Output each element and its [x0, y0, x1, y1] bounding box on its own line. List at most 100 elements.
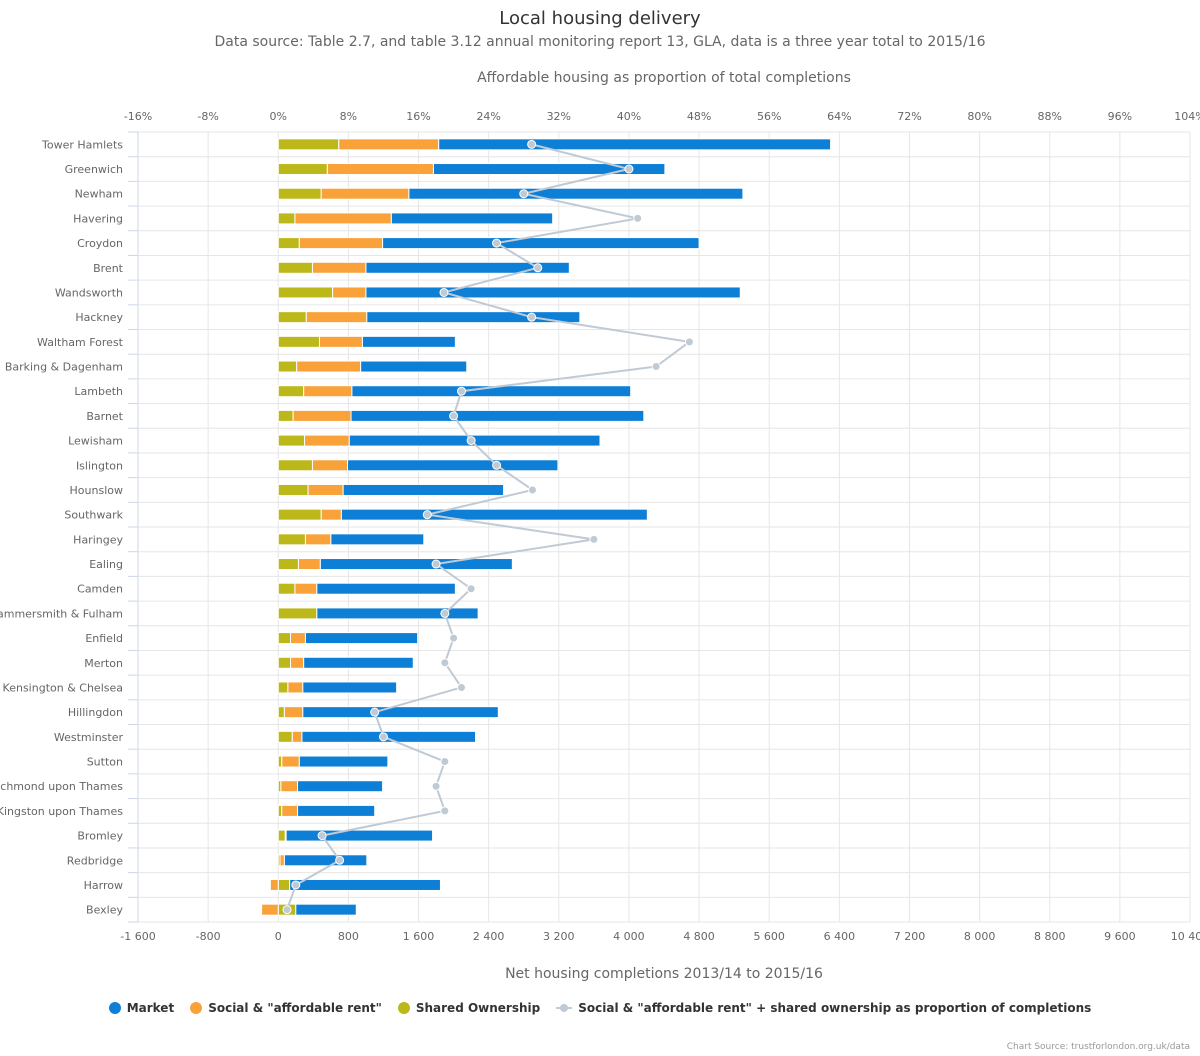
legend-item-market[interactable]: Market	[108, 1001, 174, 1015]
proportion-point	[431, 559, 441, 569]
bar-shared-ownership	[277, 878, 291, 891]
bar-market	[304, 632, 419, 645]
proportion-point	[519, 189, 529, 199]
bar-shared-ownership	[277, 829, 286, 842]
bar-social-affordable-rent	[294, 582, 318, 595]
bar-market	[285, 829, 434, 842]
category-label: Hammersmith & Fulham	[0, 607, 123, 620]
proportion-point	[440, 806, 450, 816]
bar-social-affordable-rent	[311, 261, 367, 274]
bar-social-affordable-rent	[269, 878, 279, 891]
proportion-point	[527, 312, 537, 322]
category-label: Bexley	[86, 904, 123, 917]
proportion-point	[624, 164, 634, 174]
x2-tick-label: 56%	[757, 110, 781, 123]
bar-market	[365, 261, 570, 274]
bar-social-affordable-rent	[290, 656, 305, 669]
bar-market	[351, 385, 632, 398]
category-label: Ealing	[89, 558, 123, 571]
bar-shared-ownership	[277, 656, 292, 669]
x2-tick-label: 8%	[340, 110, 357, 123]
bar-shared-ownership	[277, 286, 334, 299]
x2-tick-label: 0%	[270, 110, 287, 123]
x-tick-label: 4 000	[613, 930, 645, 943]
bar-social-affordable-rent	[304, 533, 332, 546]
bar-market	[330, 533, 425, 546]
category-label: Merton	[84, 657, 123, 670]
bar-shared-ownership	[277, 187, 322, 200]
legend-symbol-shared	[397, 1002, 410, 1014]
bar-market	[432, 163, 666, 176]
bar-market	[438, 138, 832, 151]
proportion-point	[378, 732, 388, 742]
x-tick-label: 10 400	[1171, 930, 1200, 943]
proportion-point	[440, 608, 450, 618]
bar-social-affordable-rent	[304, 434, 350, 447]
proportion-point	[422, 510, 432, 520]
bar-social-affordable-rent	[318, 335, 363, 348]
x2-tick-label: 64%	[827, 110, 851, 123]
x-tick-label: -1 600	[120, 930, 155, 943]
proportion-point	[282, 905, 292, 915]
x-tick-label: 3 200	[543, 930, 575, 943]
bar-shared-ownership	[277, 681, 289, 694]
bar-social-affordable-rent	[303, 385, 353, 398]
category-label: Waltham Forest	[37, 336, 124, 349]
x2-tick-label: 88%	[1038, 110, 1062, 123]
bar-shared-ownership	[277, 163, 328, 176]
category-label: Lewisham	[68, 435, 123, 448]
bar-social-affordable-rent	[292, 409, 352, 422]
bar-social-affordable-rent	[287, 681, 304, 694]
x-tick-label: 8 000	[964, 930, 996, 943]
bar-social-affordable-rent	[326, 163, 434, 176]
category-label: Redbridge	[67, 854, 123, 867]
category-label: Hillingdon	[68, 706, 123, 719]
bar-market	[361, 335, 456, 348]
bar-social-affordable-rent	[297, 558, 321, 571]
bar-shared-ownership	[277, 483, 309, 496]
bar-market	[316, 582, 456, 595]
bar-market	[340, 508, 648, 521]
legend-item-proportion[interactable]: Social & "affordable rent" + shared owne…	[556, 1001, 1091, 1015]
bar-shared-ownership	[277, 582, 296, 595]
bar-social-affordable-rent	[291, 730, 303, 743]
x-tick-label: 1 600	[403, 930, 435, 943]
x-tick-label: 4 800	[683, 930, 715, 943]
proportion-point	[370, 707, 380, 717]
legend-symbol-social	[190, 1002, 203, 1014]
bar-shared-ownership	[277, 138, 340, 151]
category-label: Hackney	[75, 311, 123, 324]
bar-market	[365, 286, 741, 299]
bar-market	[366, 311, 581, 324]
category-label: Camden	[77, 583, 123, 596]
proportion-point	[651, 362, 661, 372]
chart-credits[interactable]: Chart Source: trustforlondon.org.uk/data	[1006, 1042, 1190, 1052]
bar-shared-ownership	[277, 459, 313, 472]
x-tick-label: 0	[275, 930, 282, 943]
bar-market	[295, 903, 357, 916]
legend-item-social[interactable]: Social & "affordable rent"	[190, 1001, 382, 1015]
legend-item-shared[interactable]: Shared Ownership	[397, 1001, 540, 1015]
bar-market	[390, 212, 554, 225]
bar-market	[360, 360, 468, 373]
x2-tick-label: 32%	[547, 110, 571, 123]
proportion-point	[466, 584, 476, 594]
legend-symbol-proportion	[556, 1002, 573, 1014]
bar-shared-ownership	[277, 706, 285, 719]
legend-label-proportion: Social & "affordable rent" + shared owne…	[578, 1001, 1092, 1015]
bar-shared-ownership	[277, 730, 293, 743]
proportion-point	[633, 213, 643, 223]
bar-social-affordable-rent	[332, 286, 367, 299]
proportion-point	[456, 682, 466, 692]
bar-shared-ownership	[277, 434, 306, 447]
category-label: Kensington & Chelsea	[3, 681, 123, 694]
bar-shared-ownership	[277, 409, 294, 422]
category-label: Sutton	[87, 756, 123, 769]
bar-market	[350, 409, 645, 422]
bar-market	[302, 706, 499, 719]
bar-shared-ownership	[277, 804, 283, 817]
category-label: Barking & Dagenham	[5, 361, 123, 374]
x2-tick-label: 24%	[476, 110, 500, 123]
x2-tick-label: 40%	[617, 110, 641, 123]
